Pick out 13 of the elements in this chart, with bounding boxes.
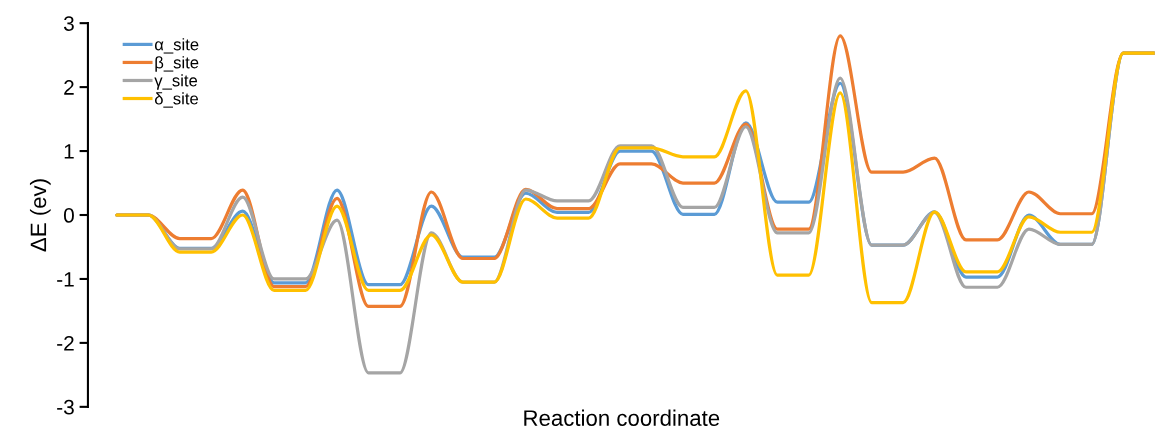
x-axis-title: Reaction coordinate xyxy=(524,409,720,426)
legend-label: β_site xyxy=(155,56,199,72)
y-tick-label: 2 xyxy=(64,80,74,95)
y-tick-label: -2 xyxy=(57,335,74,351)
y-tick-label: 0 xyxy=(63,208,74,223)
legend-label: α_site xyxy=(154,38,199,54)
y-axis-title: ΔE (ev) xyxy=(29,179,51,252)
legend-label: γ_site xyxy=(154,74,198,90)
legend-label: δ_site xyxy=(154,92,199,108)
y-tick-label: 1 xyxy=(64,144,74,159)
y-tick-label: 3 xyxy=(63,16,74,31)
y-tick-label: -1 xyxy=(57,272,74,287)
y-tick-label: -3 xyxy=(57,399,74,415)
